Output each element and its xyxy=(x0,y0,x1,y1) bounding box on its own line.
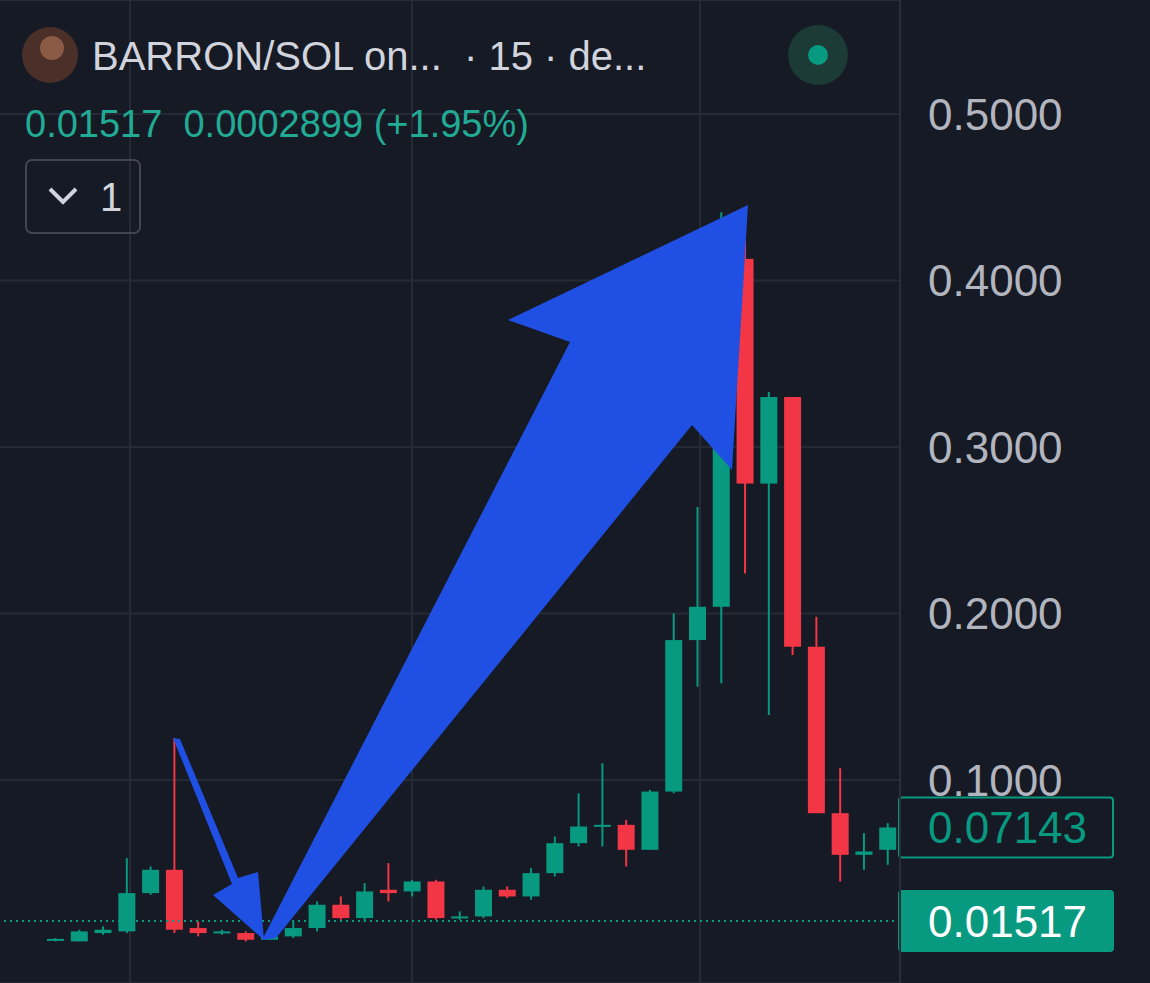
svg-text:0.01517 0.0002899 (+1.95%): 0.01517 0.0002899 (+1.95%) xyxy=(25,103,529,145)
svg-text:0.1000: 0.1000 xyxy=(928,756,1063,805)
svg-text:0.07143: 0.07143 xyxy=(928,803,1087,852)
svg-text:0.01517: 0.01517 xyxy=(928,897,1087,946)
svg-text:BARRON/SOL on... · 15 · de...: BARRON/SOL on... · 15 · de... xyxy=(92,34,646,78)
svg-text:0.4000: 0.4000 xyxy=(928,256,1063,305)
svg-text:1: 1 xyxy=(100,175,122,219)
svg-text:0.3000: 0.3000 xyxy=(928,423,1063,472)
svg-text:0.2000: 0.2000 xyxy=(928,589,1063,638)
svg-text:0.5000: 0.5000 xyxy=(928,90,1063,139)
